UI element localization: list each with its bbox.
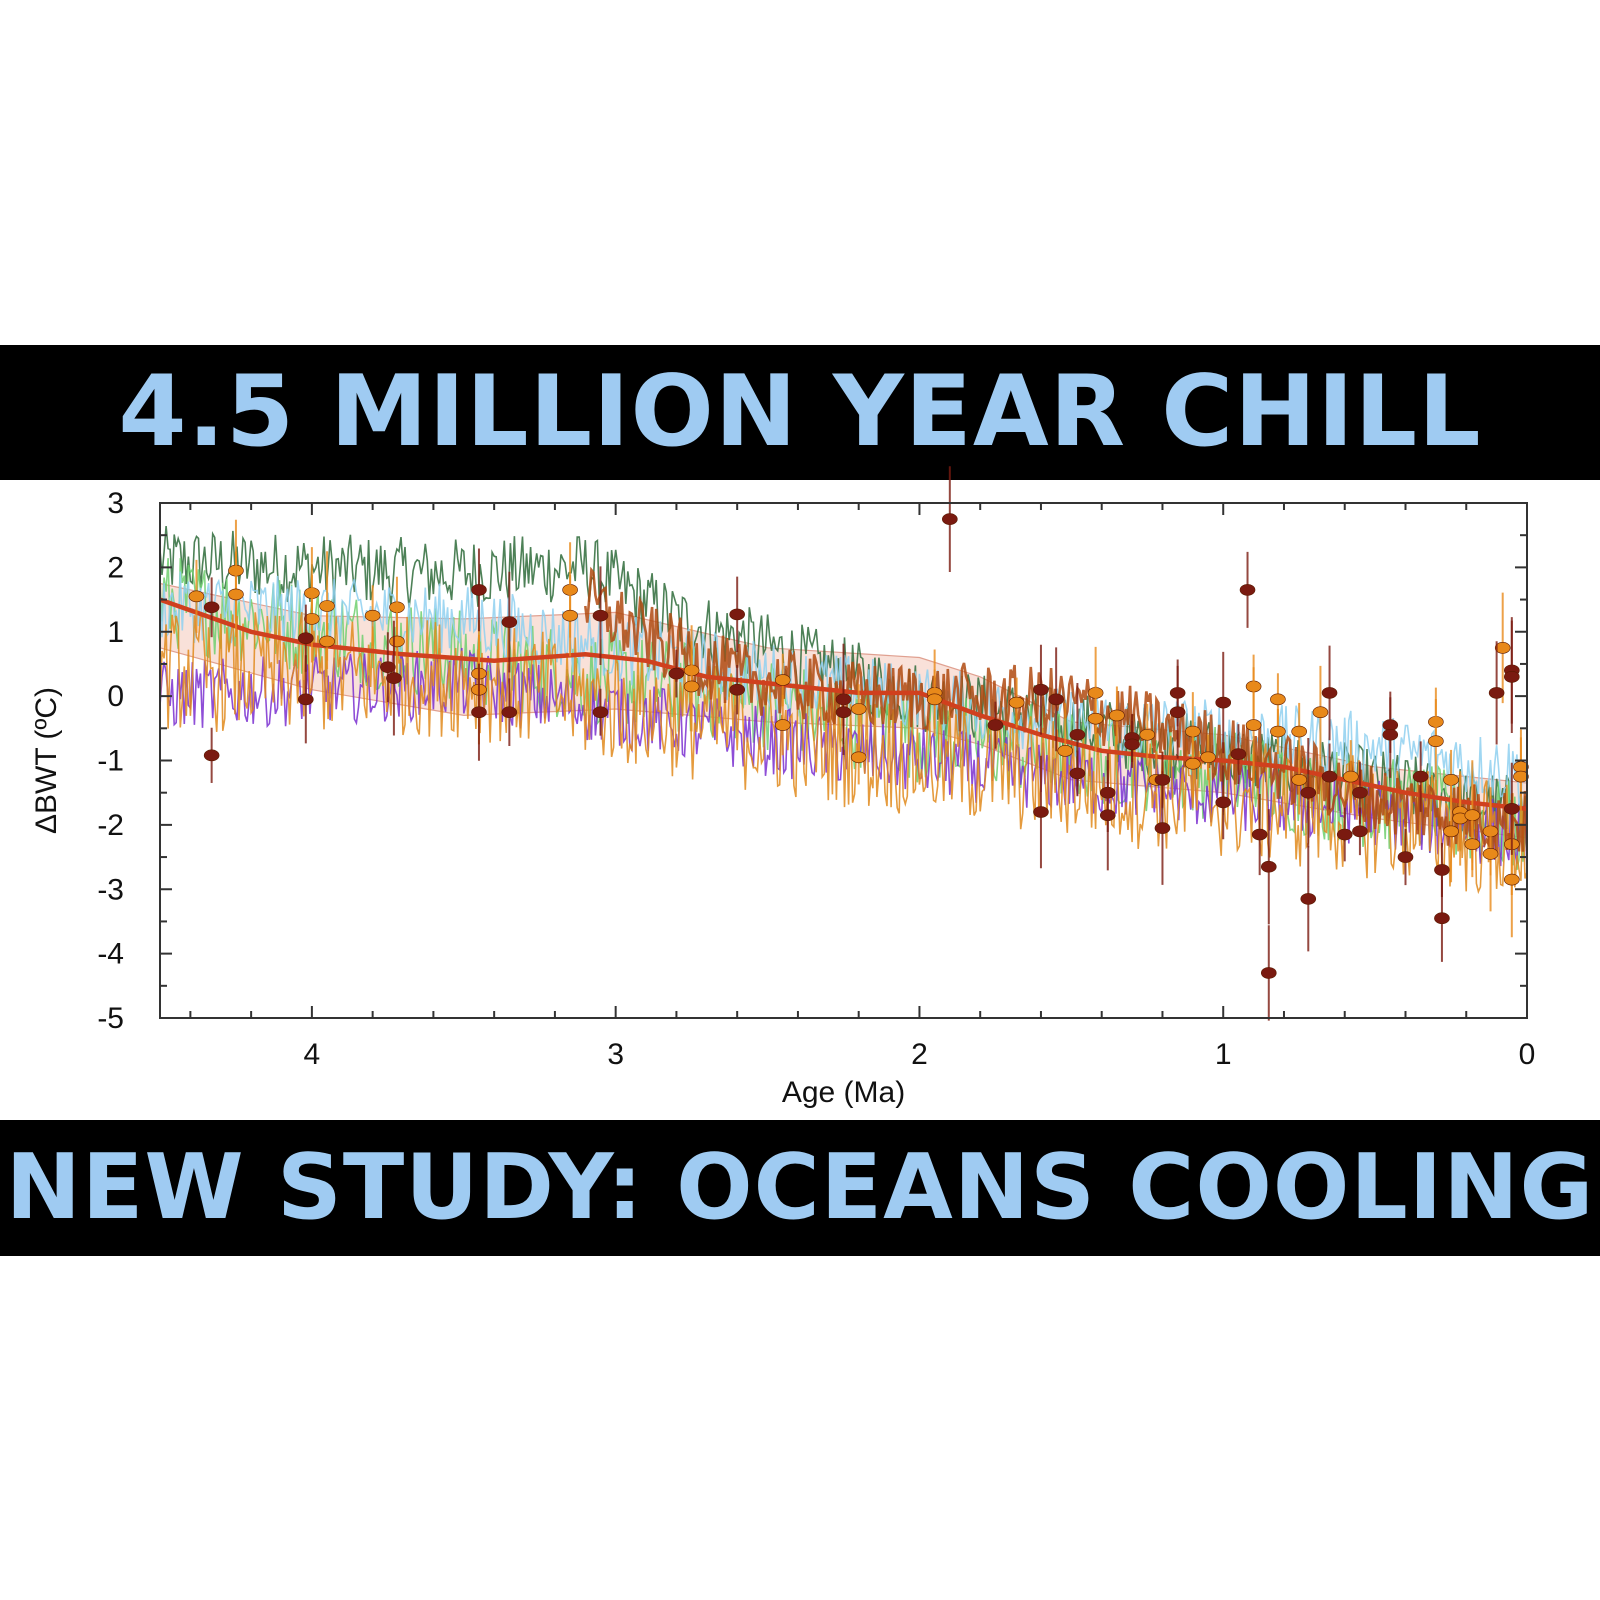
data-point-orange bbox=[304, 575, 320, 663]
data-point-dark bbox=[1099, 760, 1116, 871]
data-point-dark bbox=[203, 577, 220, 638]
x-tick-label: 3 bbox=[607, 1038, 624, 1071]
data-point-orange bbox=[850, 730, 867, 785]
y-tick-labels: 3 2 1 0 -1 -2 -3 -4 -5 bbox=[97, 487, 124, 1035]
data-point-dark bbox=[1239, 551, 1256, 628]
data-point-orange bbox=[562, 574, 578, 657]
data-point-dark bbox=[380, 632, 396, 703]
data-point-dark bbox=[1412, 741, 1429, 812]
data-point-dark bbox=[1382, 691, 1399, 778]
data-point-orange bbox=[1008, 677, 1025, 728]
data-point-orange bbox=[1245, 667, 1262, 783]
x-tick-label: 0 bbox=[1519, 1038, 1536, 1071]
x-tick-labels: 4 3 2 1 0 bbox=[304, 1038, 1536, 1071]
y-tick-label: 2 bbox=[107, 551, 124, 584]
data-points bbox=[188, 466, 1529, 1021]
data-point-dark bbox=[1124, 720, 1140, 768]
data-point-dark bbox=[1260, 925, 1277, 1021]
x-tick-label: 4 bbox=[304, 1038, 321, 1071]
data-point-orange bbox=[850, 684, 867, 734]
y-tick-label: -2 bbox=[97, 809, 124, 842]
data-point-dark bbox=[1397, 829, 1414, 886]
data-point-orange bbox=[1428, 687, 1444, 795]
data-point-dark bbox=[592, 688, 609, 736]
data-point-dark bbox=[729, 664, 745, 715]
y-tick-label: -3 bbox=[97, 873, 124, 906]
data-point-dark bbox=[501, 571, 518, 673]
y-tick-label: 0 bbox=[107, 680, 124, 713]
data-point-dark bbox=[1215, 651, 1232, 754]
data-point-dark bbox=[1321, 645, 1338, 741]
data-point-orange bbox=[774, 694, 791, 756]
bottom-banner-title: NEW STUDY: OCEANS COOLING bbox=[0, 1120, 1600, 1256]
data-point-dark bbox=[1300, 738, 1317, 848]
data-point-orange bbox=[1464, 811, 1481, 878]
x-axis-title: Age (Ma) bbox=[782, 1076, 905, 1109]
y-tick-label: 1 bbox=[107, 616, 124, 649]
data-point-dark bbox=[592, 566, 609, 665]
data-point-orange bbox=[1443, 780, 1459, 883]
data-point-dark bbox=[1504, 620, 1520, 733]
data-point-orange bbox=[1291, 745, 1307, 815]
data-point-orange bbox=[1452, 771, 1468, 866]
data-point-dark bbox=[386, 620, 402, 736]
data-point-dark bbox=[471, 548, 487, 632]
x-tick-label: 2 bbox=[911, 1038, 928, 1071]
data-point-dark bbox=[1154, 771, 1171, 885]
data-point-dark bbox=[1300, 846, 1317, 952]
data-point-dark bbox=[501, 678, 518, 747]
data-point-orange bbox=[1312, 665, 1329, 759]
data-point-dark bbox=[987, 701, 1004, 749]
data-point-orange bbox=[1139, 703, 1156, 766]
data-point-dark bbox=[298, 655, 314, 744]
y-tick-label: -1 bbox=[97, 745, 124, 778]
y-tick-label: -5 bbox=[97, 1002, 124, 1035]
data-point-orange bbox=[1270, 708, 1286, 755]
data-point-dark bbox=[1069, 750, 1086, 797]
data-point-orange bbox=[1513, 729, 1529, 824]
data-point-dark bbox=[1504, 762, 1520, 855]
data-point-dark bbox=[729, 576, 745, 653]
data-point-orange bbox=[1087, 686, 1104, 752]
data-point-orange bbox=[319, 613, 335, 670]
data-point-dark bbox=[1488, 641, 1505, 745]
data-point-dark bbox=[1230, 724, 1247, 784]
top-banner-title: 4.5 MILLION YEAR CHILL bbox=[0, 345, 1600, 480]
data-point-orange bbox=[188, 559, 205, 633]
data-point-orange bbox=[1343, 740, 1359, 814]
data-point-dark bbox=[1251, 793, 1268, 876]
data-point-dark bbox=[1352, 807, 1368, 856]
axis-ticks bbox=[160, 502, 1528, 1019]
data-point-orange bbox=[228, 551, 244, 638]
data-point-dark bbox=[1336, 807, 1353, 862]
data-point-orange bbox=[1494, 592, 1511, 704]
y-axis-title: ΔBWT (ºC) bbox=[30, 687, 63, 834]
data-point-orange bbox=[1057, 703, 1074, 799]
data-point-dark bbox=[1215, 765, 1232, 840]
data-point-dark bbox=[942, 466, 958, 572]
data-point-orange bbox=[1200, 734, 1216, 781]
data-point-dark bbox=[668, 649, 685, 698]
data-point-orange bbox=[1482, 796, 1499, 912]
x-tick-label: 1 bbox=[1215, 1038, 1232, 1071]
data-point-dark bbox=[1048, 647, 1064, 752]
data-point-dark bbox=[471, 663, 487, 761]
y-tick-label: 3 bbox=[107, 487, 124, 520]
data-point-dark bbox=[1033, 644, 1049, 735]
data-point-orange bbox=[1185, 730, 1201, 798]
y-tick-label: -4 bbox=[97, 938, 124, 971]
data-point-orange bbox=[926, 669, 943, 730]
data-point-dark bbox=[1434, 874, 1450, 962]
data-point-orange bbox=[683, 641, 700, 732]
data-point-dark bbox=[835, 680, 852, 745]
data-point-orange bbox=[364, 585, 381, 647]
data-point-dark bbox=[1321, 743, 1338, 810]
data-point-dark bbox=[203, 727, 220, 783]
data-point-dark bbox=[1169, 665, 1186, 759]
data-point-dark bbox=[1260, 809, 1277, 925]
data-point-dark bbox=[1033, 755, 1049, 869]
data-point-orange bbox=[1109, 686, 1125, 745]
